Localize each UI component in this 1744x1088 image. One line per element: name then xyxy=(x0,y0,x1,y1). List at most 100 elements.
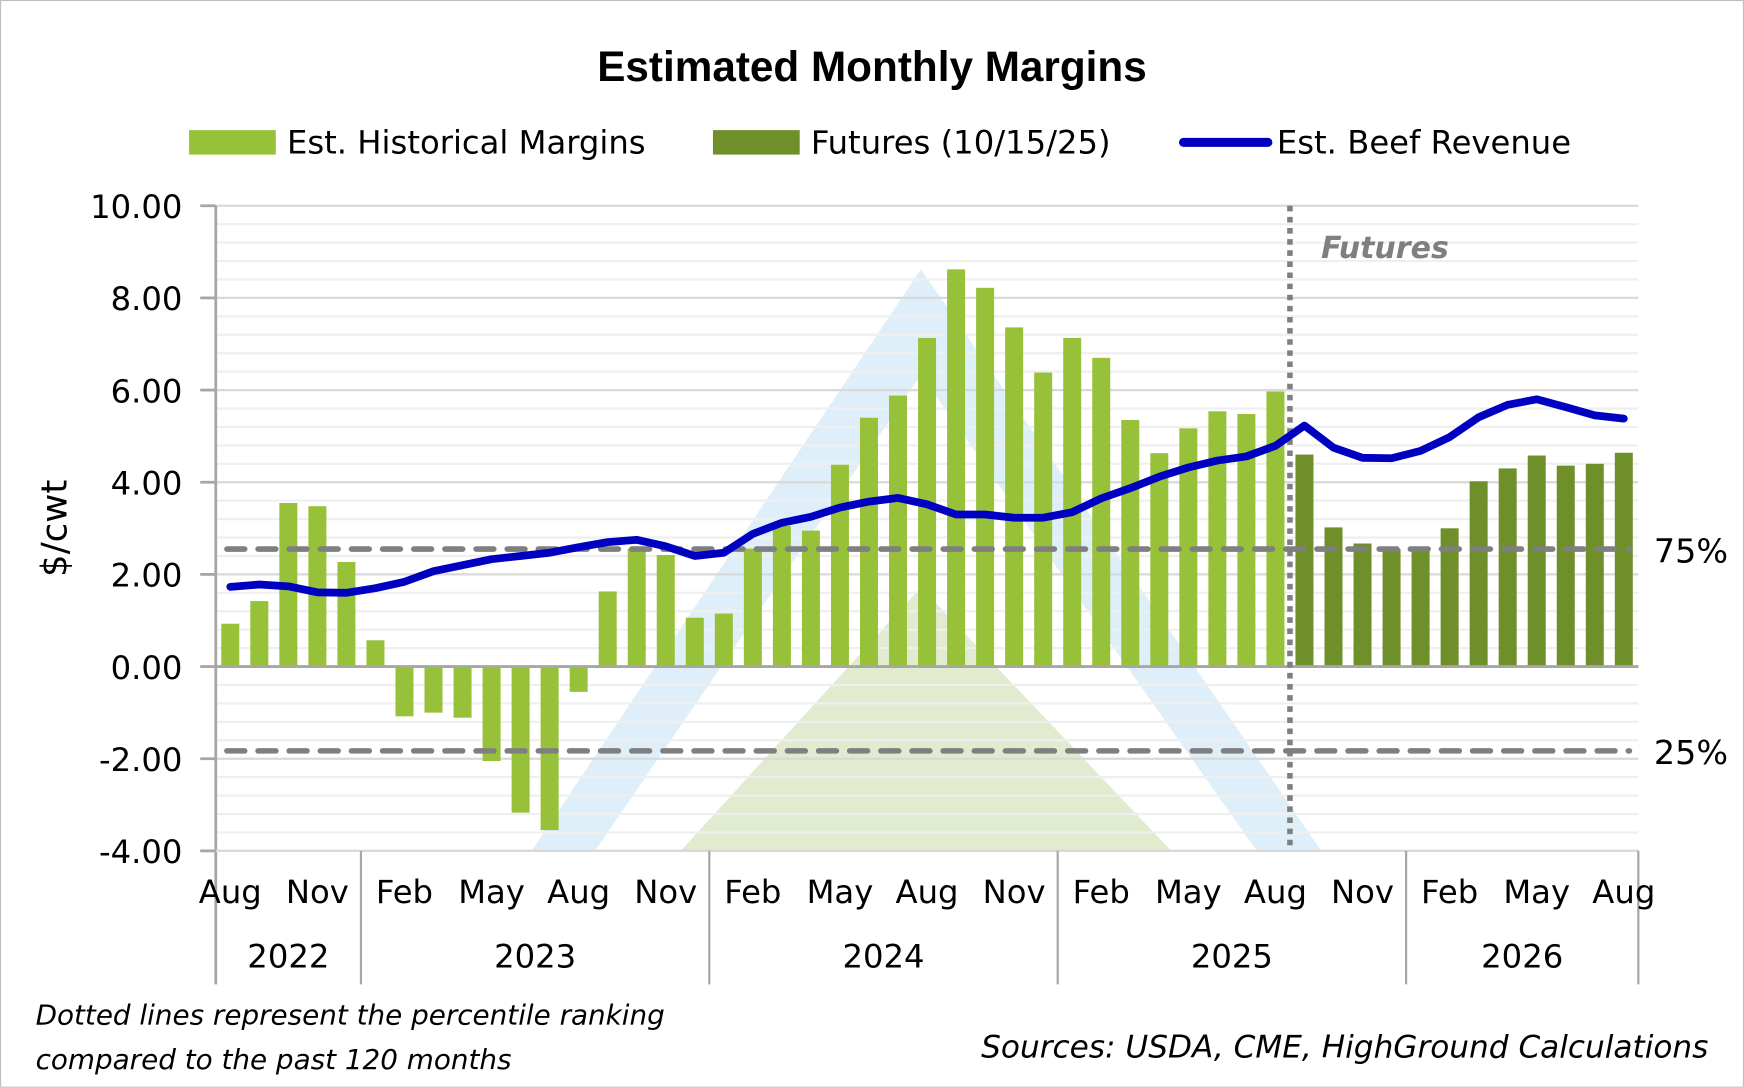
futures-margin-bar xyxy=(1498,468,1517,667)
y-tick-label: 0.00 xyxy=(111,649,183,687)
percentile-note: Dotted lines represent the percentile ra… xyxy=(36,993,665,1082)
historical-margin-bar xyxy=(830,464,849,667)
historical-margin-bar xyxy=(743,548,762,667)
axis-labels: -4.00 -2.00 0.00 2.00 4.00 6.00 8.00 10.00 $/cwt… xyxy=(35,188,1656,976)
historical-margin-bar xyxy=(1208,411,1227,667)
historical-margin-bar xyxy=(1150,453,1169,667)
historical-margin-bar xyxy=(221,623,240,667)
historical-margin-bar xyxy=(395,666,414,717)
legend-swatch-beef-revenue xyxy=(1178,137,1273,147)
historical-margin-bar xyxy=(1092,357,1111,667)
historical-margin-bar xyxy=(1179,428,1198,667)
watermark-logo xyxy=(531,269,1322,851)
historical-margin-bar xyxy=(1063,338,1082,667)
x-tick-label-month: Nov xyxy=(634,873,697,911)
percentile-note-line1: Dotted lines represent the percentile ra… xyxy=(35,998,665,1032)
historical-margin-bar xyxy=(947,269,966,667)
y-tick-label: 2.00 xyxy=(111,557,183,595)
x-tick-label-month: May xyxy=(458,873,525,911)
y-tick-label: 4.00 xyxy=(111,464,183,502)
x-tick-label-year: 2026 xyxy=(1481,938,1563,976)
x-tick-label-month: Aug xyxy=(1244,873,1307,911)
y-tick-label: 8.00 xyxy=(111,280,183,318)
reference-lines: 75% 25% xyxy=(224,531,1728,772)
historical-margin-bar xyxy=(424,666,443,713)
watermark-pyramid xyxy=(680,587,1172,851)
historical-margin-bar xyxy=(511,666,530,813)
historical-margin-bar xyxy=(685,617,704,667)
futures-margin-bar xyxy=(1353,543,1372,667)
chart-title: Estimated Monthly Margins xyxy=(597,44,1147,92)
x-tick-label-year: 2023 xyxy=(494,938,576,976)
historical-margin-bar xyxy=(1237,414,1256,667)
futures-divider: Futures xyxy=(1287,205,1449,851)
legend-label-historical: Est. Historical Margins xyxy=(286,123,646,162)
x-tick-label-month: Feb xyxy=(724,873,781,911)
historical-margin-bar xyxy=(1121,420,1140,667)
historical-margin-bar xyxy=(482,666,501,762)
y-tick-label: 10.00 xyxy=(90,188,182,226)
legend-label-futures: Futures (10/15/25) xyxy=(810,123,1111,162)
legend-swatch-historical xyxy=(189,130,276,155)
percentile-note-line2: compared to the past 120 months xyxy=(35,1043,512,1076)
historical-margin-bar xyxy=(1005,327,1024,667)
watermark-chevron xyxy=(531,269,1322,851)
futures-margin-bar xyxy=(1411,550,1430,667)
beef-revenue-line xyxy=(226,395,1628,597)
sources-note: Sources: USDA, CME, HighGround Calculati… xyxy=(981,1028,1709,1066)
historical-margin-bar xyxy=(772,526,791,667)
x-tick-label-month: May xyxy=(1155,873,1222,911)
x-tick-label-month: Aug xyxy=(896,873,959,911)
historical-margin-bar xyxy=(889,395,908,667)
futures-margin-bar xyxy=(1527,455,1546,667)
x-tick-label-month: Aug xyxy=(1592,873,1655,911)
y-tick-label: 6.00 xyxy=(111,372,183,410)
x-tick-label-month: Feb xyxy=(1421,873,1478,911)
x-tick-label-month: Nov xyxy=(1331,873,1394,911)
historical-margin-bar xyxy=(337,561,356,667)
axes xyxy=(200,204,1640,985)
x-tick-label-month: May xyxy=(807,873,874,911)
x-tick-label-year: 2025 xyxy=(1191,938,1273,976)
futures-margin-bar xyxy=(1469,481,1488,667)
historical-margin-bar xyxy=(976,287,995,667)
legend: Est. Historical Margins Futures (10/15/2… xyxy=(0,120,1744,164)
futures-margin-bar xyxy=(1556,465,1575,667)
percentile-label: 25% xyxy=(1654,733,1728,772)
historical-margin-bar xyxy=(250,601,269,667)
futures-margin-bar xyxy=(1324,527,1343,667)
futures-margin-bar xyxy=(1585,463,1604,667)
x-tick-label-month: Nov xyxy=(286,873,349,911)
x-tick-label-month: Feb xyxy=(1073,873,1130,911)
historical-margin-bar xyxy=(308,506,327,667)
legend-label-beef-revenue: Est. Beef Revenue xyxy=(1276,123,1572,162)
historical-margin-bar xyxy=(714,613,733,667)
legend-item-beef-revenue: Est. Beef Revenue xyxy=(1178,120,1572,164)
futures-margin-bar xyxy=(1382,549,1401,667)
historical-margin-bar xyxy=(656,555,675,667)
futures-margin-bar xyxy=(1440,528,1459,667)
y-axis-title: $/cwt xyxy=(35,480,76,577)
historical-margin-bar xyxy=(1266,391,1285,667)
x-tick-label-month: Feb xyxy=(376,873,433,911)
historical-margin-bar xyxy=(598,591,617,667)
x-tick-label-month: May xyxy=(1503,873,1570,911)
futures-annotation: Futures xyxy=(1321,231,1449,266)
futures-margin-bar xyxy=(1295,454,1314,667)
futures-margin-bar xyxy=(1614,452,1633,667)
x-tick-label-month: Nov xyxy=(983,873,1046,911)
legend-item-historical: Est. Historical Margins xyxy=(189,120,646,164)
percentile-label: 75% xyxy=(1654,531,1728,570)
y-tick-label: -2.00 xyxy=(99,741,182,779)
legend-swatch-futures xyxy=(712,130,800,155)
beef-revenue-line-group xyxy=(226,395,1628,597)
historical-margin-bar xyxy=(859,417,878,667)
bars xyxy=(221,269,1633,831)
x-tick-label-month: Aug xyxy=(199,873,262,911)
historical-margin-bar xyxy=(627,548,646,667)
y-tick-label: -4.00 xyxy=(99,833,182,871)
historical-margin-bar xyxy=(801,530,820,667)
legend-item-futures: Futures (10/15/25) xyxy=(712,120,1111,164)
